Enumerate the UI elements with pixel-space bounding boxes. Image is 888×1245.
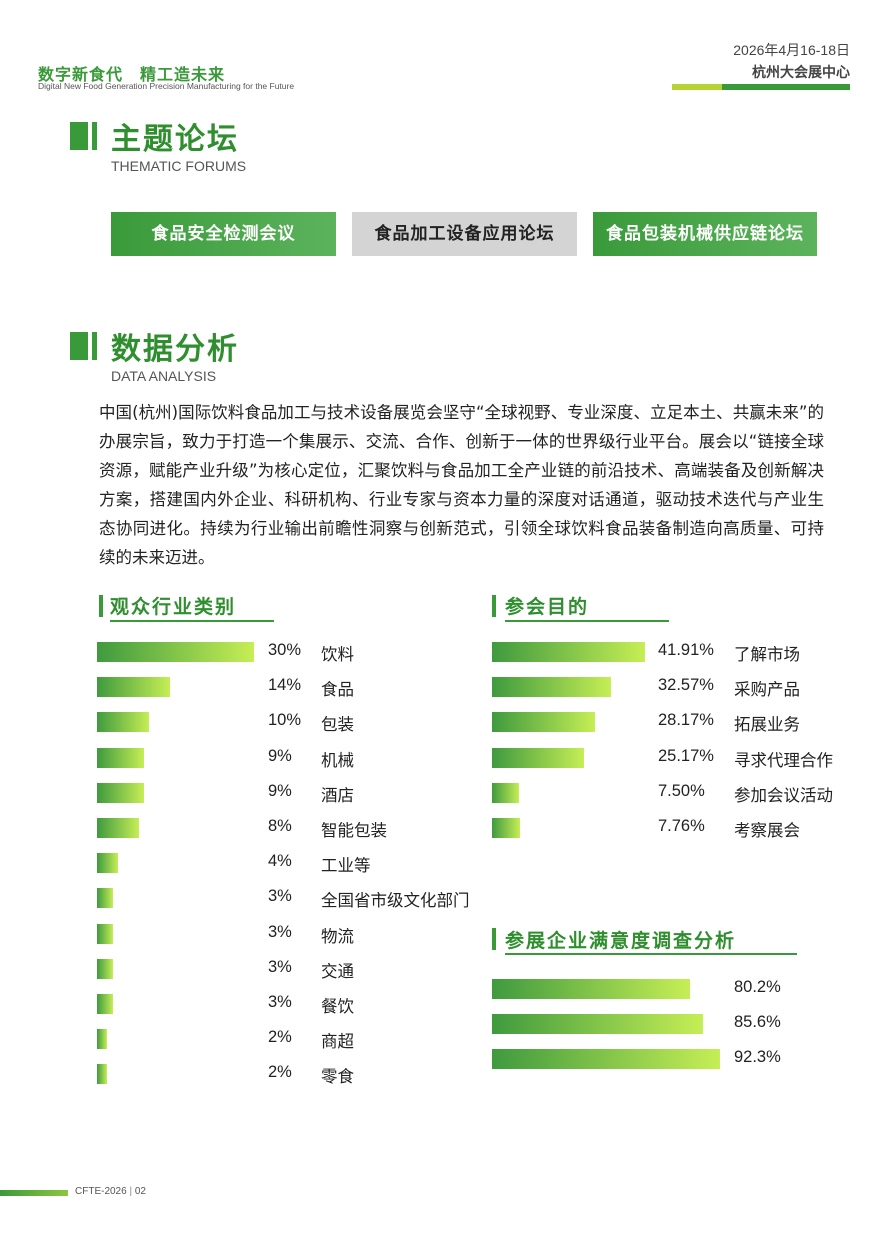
footer-divider: | [129,1186,135,1197]
chart-title-purpose: 参会目的 [505,596,590,618]
forum-tab-processing-equipment[interactable]: 食品加工设备应用论坛 [352,212,577,256]
chart-value-label: 9% [268,781,292,800]
chart-value-label: 7.76% [658,817,705,835]
chart-bar [97,1064,108,1085]
chart-value-label: 9% [268,746,292,765]
event-date: 2026年4月16-18日 [733,42,850,58]
section-marker-thin [92,122,97,150]
chart-category-label: 交通 [321,961,354,981]
chart-bar [97,1029,108,1050]
chart-bar [492,979,691,999]
chart-bar [492,677,611,698]
chart-title-underline [505,620,669,622]
footer-page-info: CFTE-2026 | 02 [75,1186,146,1197]
chart-bar [492,1014,704,1034]
header-accent-bar [722,84,850,90]
header-slogan: 数字新食代 精工造未来 [38,65,226,84]
chart-category-label: 了解市场 [734,645,800,664]
chart-category-label: 拓展业务 [734,715,800,735]
header-slogan-en: Digital New Food Generation Precision Ma… [38,81,295,91]
footer-page-number: 02 [134,1186,146,1197]
chart-value-label: 4% [268,852,292,871]
chart-value-label: 2% [268,1028,292,1047]
chart-category-label: 餐饮 [321,997,354,1016]
chart-bar [97,958,113,979]
chart-value-label: 28.17% [658,711,714,730]
chart-marker [99,595,103,617]
chart-value-label: 3% [268,957,292,976]
forum-tab-food-safety[interactable]: 食品安全检测会议 [111,212,336,256]
chart-bar [492,712,595,733]
chart-bar [97,782,145,803]
chart-bar [97,888,113,909]
chart-bar [97,853,118,874]
chart-category-label: 考察展会 [734,821,800,840]
chart-bar [97,994,113,1014]
chart-value-label: 32.57% [658,676,714,695]
chart-bar [492,642,645,662]
header-accent-bar-light [672,84,722,90]
chart-value-label: 2% [268,1063,292,1082]
chart-title-satisfaction: 参展企业满意度调查分析 [505,930,737,952]
chart-bar [492,747,584,768]
chart-category-label: 机械 [321,750,354,770]
section-marker [70,122,88,150]
chart-bar [492,1049,720,1069]
chart-value-label: 41.91% [658,641,714,659]
chart-title-underline [110,620,274,622]
chart-category-label: 商超 [321,1032,354,1052]
analysis-title: 数据分析 [111,332,239,367]
chart-category-label: 工业等 [321,856,371,876]
chart-bar [97,818,139,838]
chart-category-label: 零食 [321,1067,354,1087]
chart-value-label: 3% [268,887,292,906]
chart-category-label: 参加会议活动 [734,785,833,805]
chart-bar [97,642,254,662]
chart-bar [97,923,113,944]
chart-category-label: 包装 [321,715,354,735]
chart-value-label: 80.2% [734,978,781,996]
section-marker-thin [92,332,97,360]
forum-tab-packaging-machinery[interactable]: 食品包装机械供应链论坛 [593,212,817,256]
forums-title: 主题论坛 [111,122,239,157]
forums-subtitle: THEMATIC FORUMS [111,158,247,174]
chart-value-label: 3% [268,993,292,1011]
footer-accent-bar [0,1190,68,1196]
footer-code: CFTE-2026 [75,1186,127,1197]
chart-category-label: 采购产品 [734,680,800,700]
chart-category-label: 食品 [321,680,354,700]
chart-bar [492,782,520,803]
chart-category-label: 全国省市级文化部门 [321,891,470,911]
chart-value-label: 10% [268,711,302,730]
chart-value-label: 3% [268,922,292,941]
chart-bar [492,818,521,838]
chart-value-label: 25.17% [658,746,714,765]
chart-category-label: 饮料 [321,645,354,664]
intro-paragraph: 中国(杭州)国际饮料食品加工与技术设备展览会坚守“全球视野、专业深度、立足本土、… [99,403,824,567]
chart-category-label: 酒店 [321,785,354,805]
chart-value-label: 8% [268,817,292,835]
chart-title-underline [505,953,797,955]
chart-value-label: 14% [268,676,302,695]
chart-value-label: 7.50% [658,781,705,800]
chart-category-label: 寻求代理合作 [734,750,833,770]
chart-value-label: 85.6% [734,1013,781,1031]
chart-bar [97,677,171,698]
chart-title-audience: 观众行业类别 [110,596,237,618]
chart-marker [492,595,496,617]
analysis-subtitle: DATA ANALYSIS [111,368,217,384]
event-venue: 杭州大会展中心 [752,65,850,81]
chart-category-label: 物流 [321,926,354,946]
chart-marker [492,928,496,950]
chart-value-label: 92.3% [734,1048,781,1066]
chart-value-label: 30% [268,641,302,659]
chart-category-label: 智能包装 [321,821,387,840]
chart-bar [97,712,150,733]
section-marker [70,332,88,360]
chart-bar [97,747,145,768]
